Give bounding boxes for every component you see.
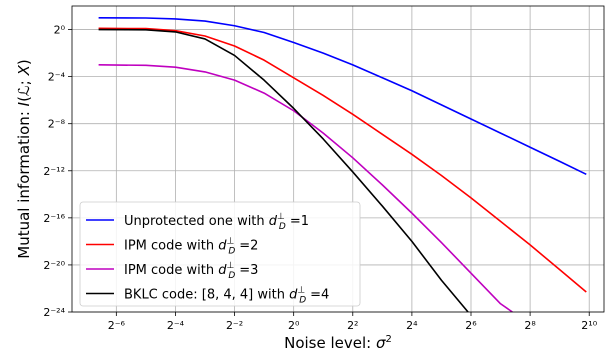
- y-tick-label: 2⁻¹²: [43, 165, 65, 178]
- legend-label: IPM code with d⊥ D =3: [124, 261, 258, 281]
- y-tick-label: 2⁻⁴: [48, 71, 66, 84]
- x-tick-label: 2⁰: [288, 319, 300, 332]
- series-line-1: [98, 16, 587, 176]
- series-line-4: [98, 28, 469, 312]
- y-tick-label: 2⁻²⁴: [43, 306, 65, 319]
- y-tick-label: 2⁰: [54, 24, 66, 37]
- x-axis-title: Noise level: σ2: [284, 334, 392, 352]
- y-tick-label: 2⁻²⁰: [43, 259, 65, 272]
- legend-label: IPM code with d⊥ D =2: [124, 237, 258, 257]
- y-tick-label: 2⁻⁸: [48, 118, 66, 131]
- x-tick-label: 2⁶: [465, 319, 477, 332]
- legend-label: Unprotected one with d⊥ D =1: [124, 212, 309, 232]
- x-tick-label: 2⁻⁴: [167, 319, 185, 332]
- ticks: 2⁻⁶ 2⁻⁴ 2⁻² 2⁰ 2² 2⁴ 2⁶ 2⁸ 2¹⁰ 2⁰ 2⁻⁴ 2⁻⁸ 2⁻¹² 2⁻¹⁶ 2⁻…: [43, 24, 597, 332]
- legend-box: [79, 201, 361, 307]
- x-tick-label: 2²: [347, 319, 358, 332]
- x-tick-label: 2⁻²: [226, 319, 243, 332]
- legend-label: BKLC code: [8, 4, 4] with d⊥ D =4: [124, 286, 329, 306]
- y-axis-title: Mutual information: I(ℒ; X): [15, 59, 33, 258]
- plot-frame: [71, 5, 605, 313]
- x-tick-label: 2⁴: [406, 319, 418, 332]
- series-line-2: [98, 27, 587, 293]
- y-tick-label: 2⁻¹⁶: [43, 212, 65, 225]
- x-tick-label: 2¹⁰: [581, 319, 597, 332]
- series-line-3: [98, 64, 513, 312]
- legend: Unprotected one with d⊥ D =1 IPM code with …: [79, 201, 361, 307]
- x-tick-label: 2⁸: [524, 319, 536, 332]
- series-lines: [98, 16, 587, 312]
- x-tick-label: 2⁻⁶: [108, 319, 126, 332]
